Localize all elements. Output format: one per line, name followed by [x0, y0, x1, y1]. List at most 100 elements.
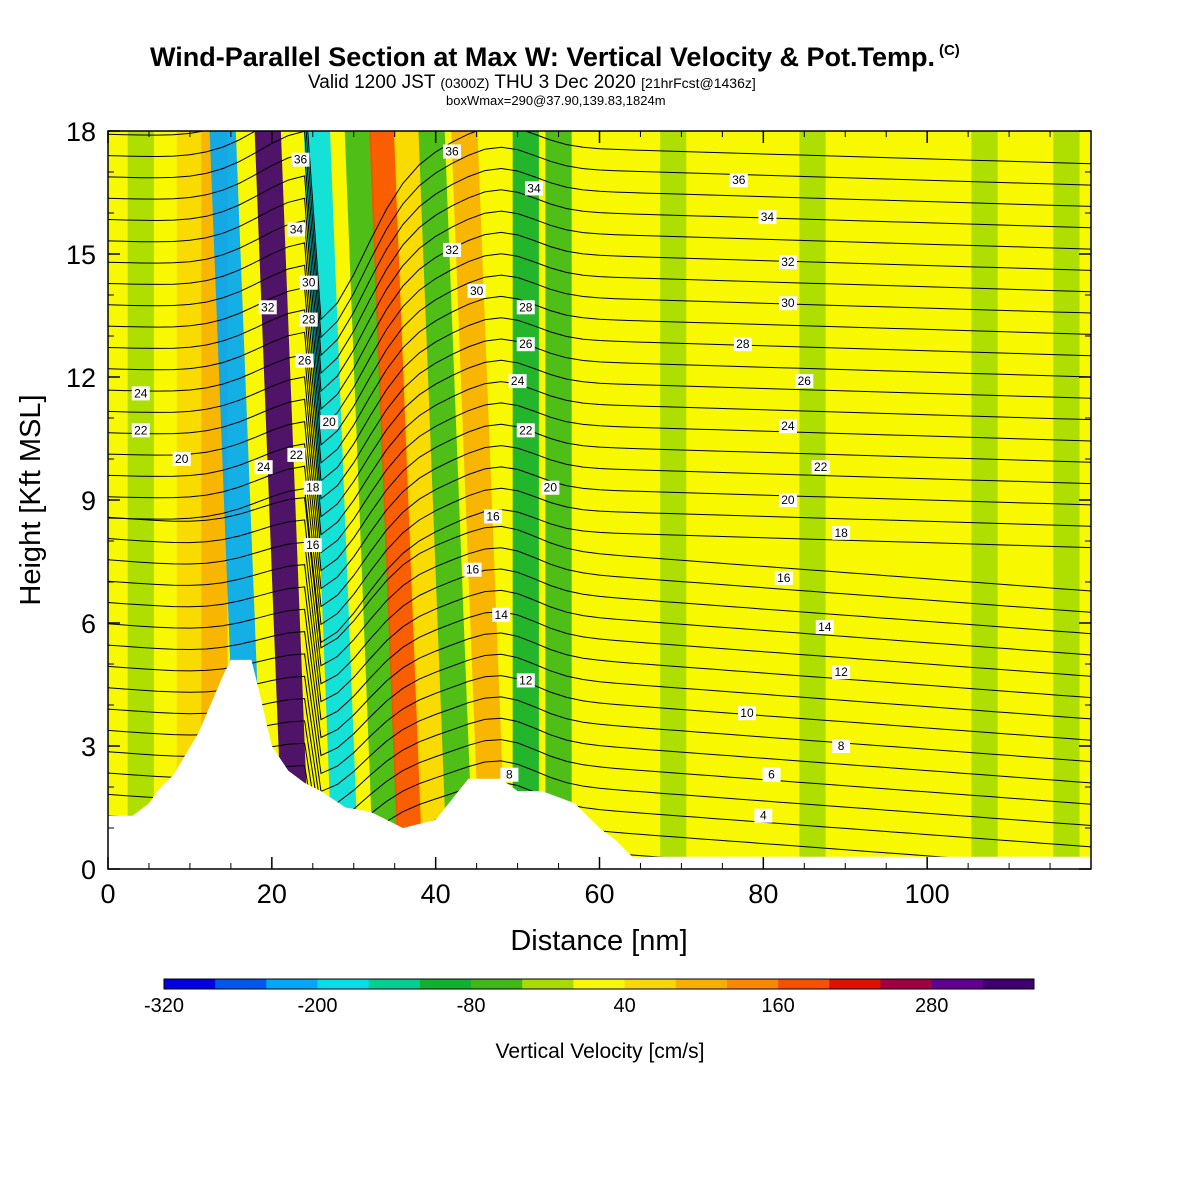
contour-label-text: 14: [818, 620, 832, 634]
contour-label-bg: [516, 673, 535, 688]
contour-label: 32: [778, 255, 797, 270]
colorbar-tick-label: 40: [613, 995, 635, 1017]
contour-label-bg: [516, 423, 535, 438]
contour-label-text: 32: [261, 300, 275, 314]
theta-contour-line: [108, 519, 1091, 667]
box-info: boxWmax=290@37.90,139.83,1824m: [446, 93, 666, 108]
y-axis-title: Height [Kft MSL]: [15, 394, 47, 605]
contour-label-bg: [443, 144, 462, 159]
theta-contour-line: [108, 631, 1091, 757]
colorbar-tick-label: 160: [761, 995, 794, 1017]
contour-label-bg: [463, 562, 482, 577]
x-tick-label: 60: [584, 879, 614, 909]
contour-label-bg: [832, 665, 851, 680]
contour-label-text: 28: [302, 313, 316, 327]
colorbar-swatch: [419, 979, 472, 989]
contour-label-text: 16: [466, 563, 480, 577]
contour-label: 28: [516, 300, 535, 315]
contour-label-text: 30: [470, 284, 484, 298]
contour-label-text: 14: [495, 608, 509, 622]
contour-label-text: 34: [527, 181, 541, 195]
contour-label-text: 36: [294, 153, 308, 167]
contour-label-text: 4: [760, 809, 767, 823]
colorbar-swatch: [726, 979, 779, 989]
theta-contour-line: [108, 264, 1091, 464]
theta-contour-line: [108, 720, 1091, 828]
x-tick-label: 100: [905, 879, 950, 909]
contour-label-bg: [778, 419, 797, 434]
contour-label-bg: [484, 509, 503, 524]
x-tick-label: 20: [257, 879, 287, 909]
colorbar-swatch: [522, 979, 574, 989]
contour-label-bg: [754, 808, 773, 823]
theta-contour-line: [108, 608, 1091, 739]
contour-label: 30: [467, 283, 486, 298]
contour-label-text: 26: [298, 354, 312, 368]
contour-label-text: 16: [486, 509, 500, 523]
colorbar-swatch: [215, 979, 267, 989]
velocity-band: [451, 131, 507, 869]
colorbar-swatch: [931, 979, 984, 989]
colorbar-swatch: [266, 979, 319, 989]
colorbar-swatch: [829, 979, 881, 989]
colorbar-title: Vertical Velocity [cm/s]: [496, 1040, 705, 1063]
contour-label-bg: [832, 525, 851, 540]
contour-label: 22: [516, 423, 535, 438]
contour-label: 30: [299, 275, 318, 290]
contour-label: 6: [762, 767, 781, 782]
contour-label-text: 20: [781, 493, 795, 507]
contour-label: 26: [516, 337, 535, 352]
contour-label-bg: [815, 620, 834, 635]
contour-label-text: 20: [544, 481, 558, 495]
colorbar: -320 -200 -80 40 160 280: [144, 978, 1035, 1017]
contour-label: 8: [832, 739, 851, 753]
theta-contour-line: [108, 398, 1091, 572]
contour-label: 30: [778, 296, 797, 311]
contour-label-text: 18: [306, 481, 320, 495]
contour-label: 20: [172, 452, 191, 466]
contour-label-bg: [299, 312, 318, 327]
theta-contour-line: [108, 698, 1091, 811]
theta-contour-line: [108, 488, 1091, 644]
colorbar-swatch: [368, 979, 421, 989]
x-tick-label: 0: [100, 879, 115, 909]
contour-label-bg: [467, 283, 486, 298]
contour-label: 28: [733, 337, 752, 352]
contour-label-text: 36: [732, 173, 746, 187]
contour-label-text: 16: [306, 538, 320, 552]
contour-label-bg: [303, 538, 322, 553]
chart-title: Wind-Parallel Section at Max W: Vertical…: [150, 42, 960, 72]
contour-label-bg: [778, 255, 797, 270]
velocity-band: [799, 131, 826, 869]
contour-label: 20: [778, 493, 797, 507]
contour-label-text: 22: [290, 448, 304, 462]
contour-label-text: 28: [736, 337, 750, 351]
contour-label-bg: [524, 181, 543, 196]
velocity-band: [545, 131, 572, 869]
y-tick-label: 9: [81, 486, 96, 516]
contour-label-text: 20: [175, 452, 189, 466]
contour-label-bg: [778, 493, 797, 507]
contour-label-bg: [303, 480, 322, 495]
theta-contour-line: [108, 376, 1091, 554]
contour-label-bg: [131, 386, 150, 401]
theta-contour-line: [108, 497, 1091, 649]
contour-label-bg: [287, 447, 306, 462]
x-axis: 0 20 40 60 80 100: [100, 131, 1051, 909]
velocity-band: [254, 131, 310, 869]
contour-label: 24: [508, 374, 527, 389]
y-tick-label: 15: [66, 240, 96, 270]
theta-contour-line: [108, 131, 1091, 357]
contour-label-text: 32: [781, 255, 795, 269]
contour-label-bg: [287, 222, 306, 237]
contour-label-text: 20: [322, 415, 336, 429]
contour-label: 14: [492, 607, 511, 622]
colorbar-tick-label: -200: [298, 995, 338, 1017]
contour-label-text: 32: [445, 243, 459, 257]
contour-label-text: 22: [134, 423, 148, 437]
velocity-band: [127, 131, 154, 869]
contour-label: 34: [758, 210, 777, 225]
theta-contour-line: [108, 443, 1091, 608]
contour-label-bg: [795, 374, 814, 389]
